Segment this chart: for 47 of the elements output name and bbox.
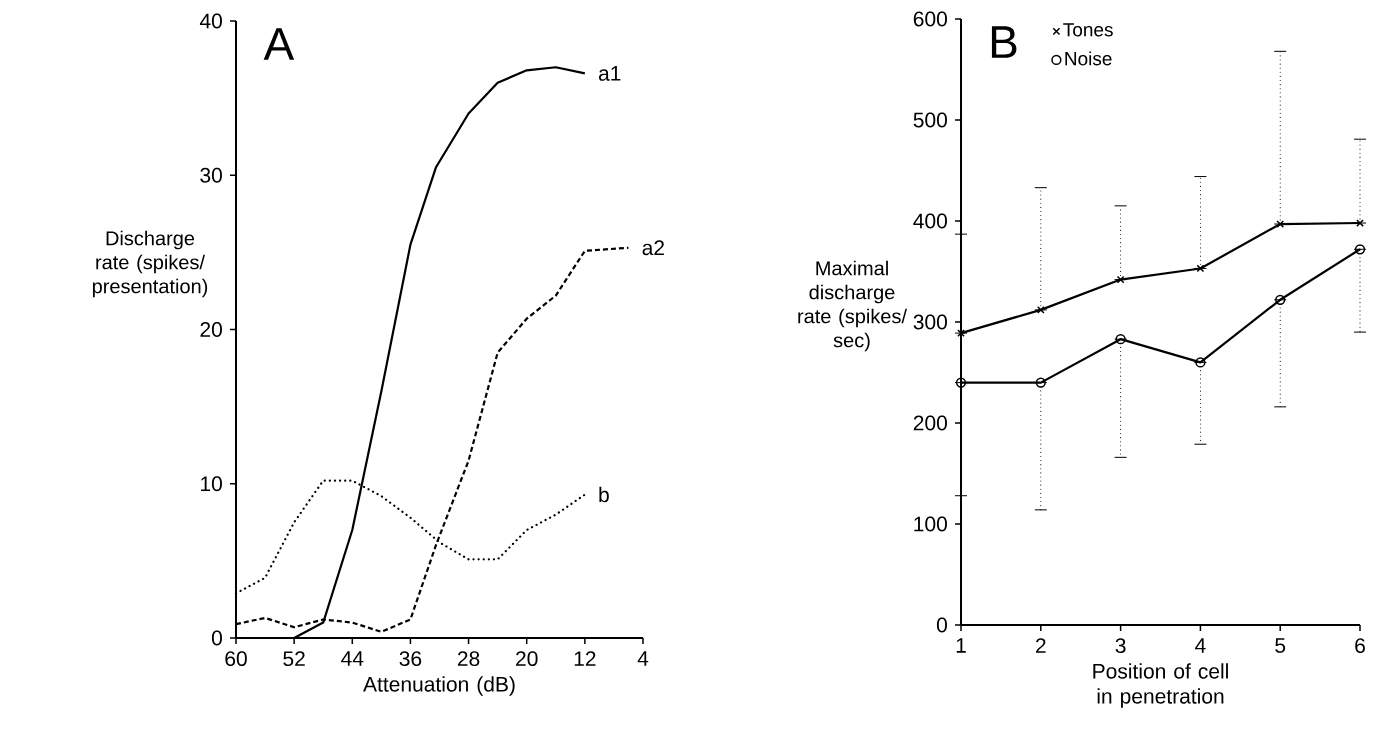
point [1276,220,1285,228]
x-axis-title: Position of cell in penetration [1093,663,1228,708]
y-tick-label: 300 [913,314,947,330]
y-axis-title: Maximal discharge rate (spikes/ sec) [798,260,907,352]
y-tick-label: 0 [936,617,947,633]
x-tick-label: 20 [516,651,538,667]
y-tick-label: 100 [914,516,947,532]
legend-label: Noise [1065,51,1112,66]
y-tick-label: 200 [913,415,947,431]
series-label: a2 [642,240,664,256]
point [955,377,967,388]
x-tick-label: 6 [1355,638,1365,654]
x-tick-label: 4 [1195,638,1206,653]
x-tick-label: 1 [956,638,966,653]
point [1115,334,1126,345]
point [1196,264,1205,273]
series-label: a1 [598,66,621,81]
chart-title: A [263,28,295,60]
y-tick-label: 40 [199,13,222,29]
x-tick-label: 36 [399,651,422,667]
y-axis-title: Discharge rate (spikes/ presentation) [92,230,208,298]
x-tick-label: 60 [225,651,247,667]
point [1116,275,1125,284]
point [1036,306,1045,314]
x-tick-label: 12 [574,651,596,666]
x-tick-label: 4 [637,651,649,666]
chart-title: B [991,26,1017,58]
series-label: b [599,486,609,503]
y-tick-label: 10 [201,476,222,492]
y-tick-label: 30 [200,167,222,183]
x-tick-label: 3 [1115,638,1126,654]
point [1195,357,1206,368]
x-tick-label: 52 [283,651,305,667]
y-tick-label: 400 [913,213,947,229]
x-tick-label: 28 [457,651,480,667]
point [1275,294,1286,305]
y-tick-label: 600 [913,11,947,27]
y-tick-label: 0 [211,630,222,646]
point [1035,377,1046,388]
point [1354,244,1366,255]
x-tick-label: 44 [341,651,364,666]
x-axis-title: Attenuation (dB) [363,676,515,696]
y-tick-label: 20 [200,322,222,337]
legend-label: Tones [1063,23,1113,37]
x-tick-label: 5 [1275,638,1286,653]
y-tick-label: 500 [913,112,947,128]
x-tick-label: 2 [1036,638,1046,653]
